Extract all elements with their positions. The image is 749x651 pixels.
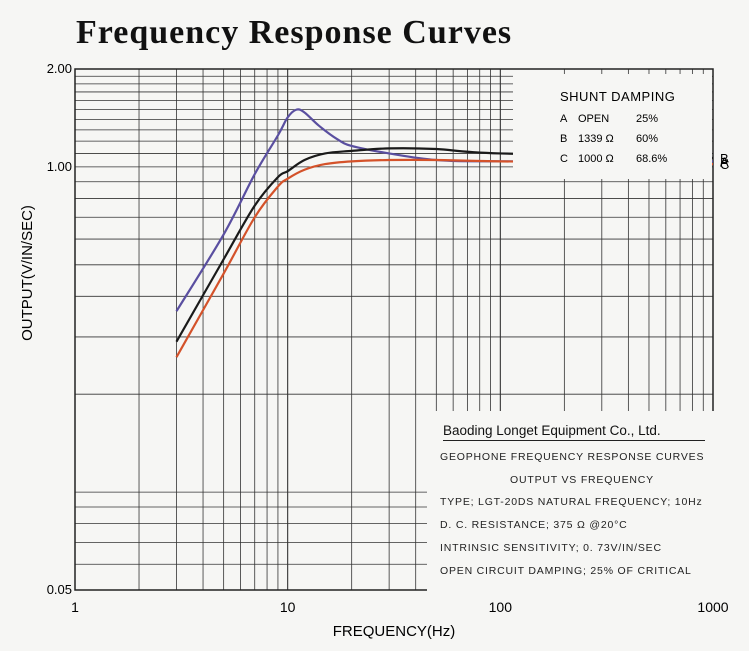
info-line-subtitle: OUTPUT VS FREQUENCY: [510, 474, 654, 486]
info-line-resistance: D. C. RESISTANCE; 375 Ω @20°C: [440, 519, 628, 531]
legend-row-letter: A: [560, 113, 568, 125]
legend-background: [513, 74, 712, 179]
legend-row-letter: B: [560, 133, 567, 145]
legend-row-shunt: 1339 Ω: [578, 133, 614, 145]
info-line-title: GEOPHONE FREQUENCY RESPONSE CURVES: [440, 451, 705, 463]
tick-labels: 1 10 100 1000 2.00 1.00 0.05: [47, 61, 729, 615]
series-line-b: [175, 147, 714, 343]
legend-row-shunt: OPEN: [578, 113, 609, 125]
y-tick-label: 0.05: [47, 582, 72, 597]
series-lines: ABC: [175, 108, 729, 358]
chart-title: Frequency Response Curves: [76, 14, 513, 51]
series-label-b: B: [720, 151, 729, 166]
x-tick-label: 100: [489, 599, 513, 615]
x-tick-label: 10: [280, 599, 296, 615]
series-label-a: A: [720, 154, 729, 169]
legend-row-damping: 68.6%: [636, 153, 667, 165]
legend-title: SHUNT DAMPING: [560, 89, 675, 104]
legend-row-shunt: 1000 Ω: [578, 153, 614, 165]
x-tick-label: 1: [71, 599, 79, 615]
series-label-c: C: [720, 157, 729, 172]
company-name: Baoding Longet Equipment Co., Ltd.: [443, 423, 705, 441]
info-line-sensitivity: INTRINSIC SENSITIVITY; 0. 73V/IN/SEC: [440, 542, 662, 554]
info-line-type: TYPE; LGT-20DS NATURAL FREQUENCY; 10Hz: [440, 496, 703, 508]
x-tick-label: 1000: [697, 599, 728, 615]
legend-row-damping: 60%: [636, 133, 658, 145]
info-line-damping: OPEN CIRCUIT DAMPING; 25% OF CRITICAL: [440, 565, 692, 577]
x-axis-label: FREQUENCY(Hz): [333, 623, 456, 640]
plot-frame: [74, 68, 714, 591]
legend-row-damping: 25%: [636, 113, 658, 125]
geophone-info-box: Baoding Longet Equipment Co., Ltd. GEOPH…: [427, 411, 714, 591]
y-tick-label: 2.00: [47, 61, 72, 76]
y-tick-label: 1.00: [47, 159, 72, 174]
series-line-c: [175, 158, 714, 358]
y-axis-label: OUTPUT(V/IN/SEC): [19, 205, 36, 341]
legend-row-letter: C: [560, 153, 568, 165]
shunt-damping-legend: SHUNT DAMPING A OPEN 25% B 1339 Ω 60% C 1000 Ω 6…: [513, 74, 712, 179]
